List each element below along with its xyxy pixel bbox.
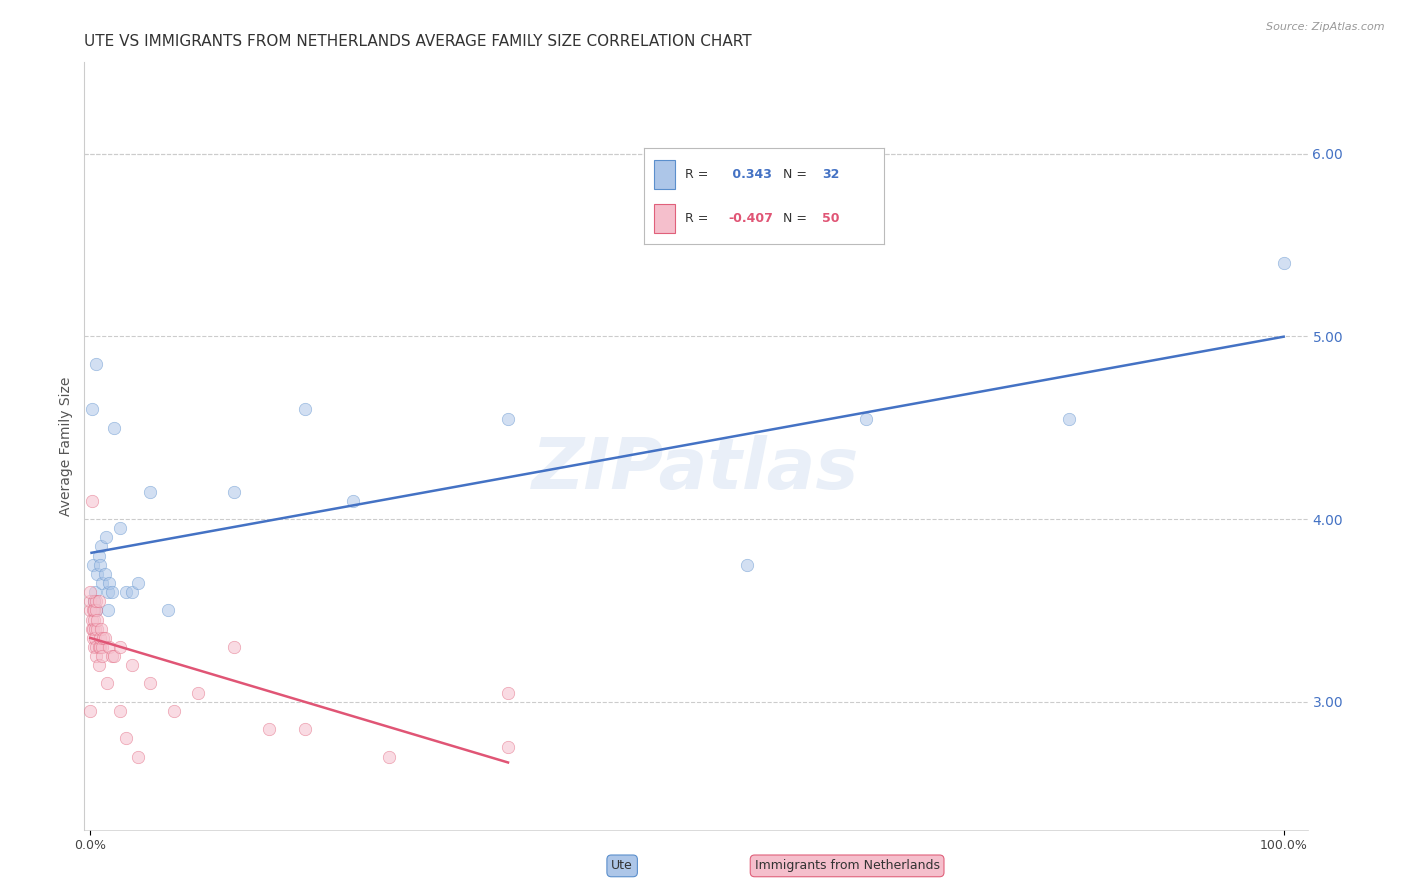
Text: 0.343: 0.343 [728, 168, 772, 181]
Text: -0.407: -0.407 [728, 212, 773, 225]
Point [121, 585, 143, 599]
Point [222, 640, 245, 654]
Point [139, 484, 162, 499]
Point [87, 549, 110, 563]
Point [82, 631, 104, 645]
Point [84, 585, 107, 599]
Text: Ute: Ute [612, 859, 633, 872]
Point [83, 594, 105, 608]
Point [84, 622, 107, 636]
Point [84, 640, 107, 654]
Point [82, 558, 104, 572]
Point [87, 658, 110, 673]
Point [82, 622, 104, 636]
Point [377, 749, 399, 764]
Point [294, 722, 316, 736]
Point [84, 603, 107, 617]
Point [1057, 411, 1080, 425]
Y-axis label: Average Family Size: Average Family Size [59, 376, 73, 516]
Point [115, 731, 138, 746]
Point [342, 493, 364, 508]
Point [84, 594, 107, 608]
Point [91, 576, 114, 591]
Point [94, 530, 117, 544]
Point [294, 402, 316, 417]
Point [156, 603, 179, 617]
Point [79, 704, 101, 718]
Text: Immigrants from Netherlands: Immigrants from Netherlands [755, 859, 939, 872]
Point [80, 622, 103, 636]
Point [82, 603, 104, 617]
Point [93, 631, 115, 645]
Text: 32: 32 [821, 168, 839, 181]
Point [163, 704, 186, 718]
Point [103, 648, 125, 663]
Point [108, 704, 131, 718]
Point [855, 411, 877, 425]
Point [98, 576, 121, 591]
Point [108, 521, 131, 535]
Point [108, 640, 131, 654]
Point [103, 421, 125, 435]
Point [496, 740, 519, 755]
Point [91, 648, 114, 663]
FancyBboxPatch shape [654, 204, 675, 233]
Point [127, 749, 149, 764]
Point [79, 585, 101, 599]
Point [101, 585, 124, 599]
Point [96, 676, 118, 690]
Text: Source: ZipAtlas.com: Source: ZipAtlas.com [1267, 22, 1385, 32]
Point [97, 603, 120, 617]
Point [80, 493, 103, 508]
Point [84, 648, 107, 663]
Point [1272, 256, 1295, 270]
Point [83, 613, 105, 627]
Point [83, 603, 105, 617]
Point [80, 613, 103, 627]
Point [93, 631, 115, 645]
Point [496, 411, 519, 425]
Point [101, 648, 124, 663]
Point [87, 640, 110, 654]
Point [89, 640, 111, 654]
Point [93, 566, 115, 581]
Point [86, 622, 108, 636]
Point [222, 484, 245, 499]
Text: 50: 50 [821, 212, 839, 225]
Point [80, 402, 103, 417]
Point [83, 594, 105, 608]
Point [97, 585, 120, 599]
Point [735, 558, 758, 572]
Point [87, 594, 110, 608]
Point [98, 640, 121, 654]
Text: UTE VS IMMIGRANTS FROM NETHERLANDS AVERAGE FAMILY SIZE CORRELATION CHART: UTE VS IMMIGRANTS FROM NETHERLANDS AVERA… [84, 34, 752, 49]
Text: R =: R = [685, 168, 709, 181]
Point [84, 631, 107, 645]
Point [187, 685, 209, 699]
Point [79, 594, 101, 608]
Point [139, 676, 162, 690]
FancyBboxPatch shape [654, 160, 675, 188]
Point [259, 722, 281, 736]
Point [86, 613, 108, 627]
Point [90, 622, 112, 636]
Text: N =: N = [783, 168, 807, 181]
Point [90, 540, 112, 554]
Point [83, 640, 105, 654]
Point [89, 558, 111, 572]
Point [115, 585, 138, 599]
Text: N =: N = [783, 212, 807, 225]
Point [84, 357, 107, 371]
Point [496, 685, 519, 699]
Point [121, 658, 143, 673]
Point [127, 576, 149, 591]
Text: R =: R = [685, 212, 709, 225]
Point [91, 640, 114, 654]
Point [89, 631, 111, 645]
Point [86, 566, 108, 581]
Point [79, 603, 101, 617]
Point [84, 603, 107, 617]
Text: ZIPatlas: ZIPatlas [533, 434, 859, 503]
